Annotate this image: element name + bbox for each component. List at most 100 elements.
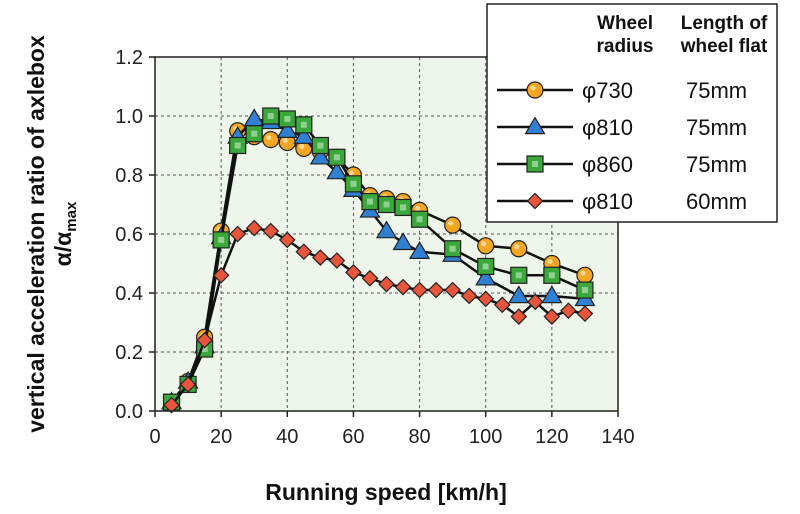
data-point-2-17-highlight <box>482 263 489 270</box>
x-tick-label: 40 <box>276 426 298 448</box>
data-point-3-1 <box>179 376 197 393</box>
data-point-0-15-highlight <box>415 205 421 211</box>
data-point-0-16 <box>444 216 462 234</box>
y-axis-title-line2: α/αmax <box>50 201 80 266</box>
legend-marker-0 <box>526 81 544 99</box>
data-point-3-22 <box>526 293 544 311</box>
y-axis-title-line1: vertical acceleration ratio of axlebox <box>23 35 49 433</box>
data-point-2-12-highlight <box>366 198 373 205</box>
data-point-1-7 <box>276 120 298 138</box>
data-point-0-18-highlight <box>514 244 520 250</box>
x-tick-label: 60 <box>342 426 364 448</box>
data-point-2-3 <box>212 231 230 249</box>
data-point-3-6 <box>262 222 280 240</box>
data-point-0-20-highlight <box>580 270 586 276</box>
legend-row-0: φ730 75mm <box>497 78 747 103</box>
data-point-3-25 <box>576 305 594 322</box>
data-point-1-8 <box>293 125 315 144</box>
data-point-1-14 <box>392 232 414 251</box>
legend-header-radius: Wheel <box>597 13 653 34</box>
legend-marker-2 <box>526 155 544 173</box>
data-point-0-6 <box>262 131 280 149</box>
data-point-3-7 <box>278 231 296 249</box>
x-axis-title: Running speed [km/h] <box>265 479 507 505</box>
y-tick-label: 0.2 <box>115 342 143 364</box>
data-point-2-14-highlight <box>400 204 407 211</box>
data-point-3-16 <box>427 281 445 299</box>
data-point-3-15 <box>411 281 428 299</box>
data-point-2-5 <box>245 125 263 143</box>
data-point-2-9 <box>311 136 329 155</box>
data-point-0-6-highlight <box>266 135 272 141</box>
data-point-1-13 <box>375 220 398 239</box>
legend-radius-1: φ810 <box>582 115 633 140</box>
y-tick-label: 1.0 <box>115 106 143 128</box>
data-point-2-19-highlight <box>548 272 555 279</box>
data-point-2-18 <box>510 266 528 284</box>
y-axis-title: vertical acceleration ratio of axlebox α… <box>23 35 80 433</box>
x-tick-label: 100 <box>469 426 502 448</box>
data-point-1-19 <box>541 285 563 304</box>
x-tick-label: 140 <box>601 426 634 448</box>
data-point-2-10 <box>328 148 346 166</box>
legend-row-1: φ810 75mm <box>497 115 747 140</box>
data-point-2-3-highlight <box>218 236 225 243</box>
data-point-2-15-highlight <box>416 216 423 223</box>
data-point-2-15 <box>410 210 429 228</box>
legend-row-2: φ860 75mm <box>497 152 747 177</box>
data-point-0-11-highlight <box>348 170 354 176</box>
data-point-3-14 <box>394 278 412 296</box>
data-point-0-19-highlight <box>547 259 553 264</box>
data-point-2-19 <box>543 266 561 284</box>
data-point-1-17 <box>475 267 497 286</box>
legend: Wheel radius Length of wheel flat φ730 75… <box>486 3 778 223</box>
data-point-3-17 <box>444 281 461 299</box>
data-point-0-17 <box>477 237 495 255</box>
y-tick-label: 0.8 <box>115 165 143 187</box>
data-point-3-18 <box>460 287 478 305</box>
legend-flat-1: 75mm <box>686 115 747 140</box>
x-tick-label: 120 <box>535 426 568 448</box>
data-point-0-16-highlight <box>448 220 454 226</box>
data-point-2-10-highlight <box>333 154 340 161</box>
legend-radius-3: φ810 <box>582 189 633 214</box>
axis-ticks: 0 20 40 60 80 100 120 140 0.0 0.2 0.4 0.6 0.8 1.0 1.2 <box>115 47 635 448</box>
data-point-0-18 <box>510 240 528 258</box>
data-point-2-4 <box>229 136 247 155</box>
legend-radius-0: φ730 <box>582 78 633 103</box>
legend-marker-3 <box>526 192 544 210</box>
y-tick-label: 1.2 <box>115 47 143 69</box>
data-point-3-2 <box>196 331 213 349</box>
data-point-1-15 <box>409 241 431 259</box>
data-point-2-20-highlight <box>581 287 588 294</box>
data-point-0-20 <box>576 266 594 284</box>
data-point-1-10 <box>326 161 348 180</box>
legend-header-flat: Length of <box>681 13 768 34</box>
data-point-0-7-highlight <box>282 138 288 144</box>
data-point-1-18 <box>508 285 530 304</box>
data-point-2-18-highlight <box>515 272 522 279</box>
data-point-2-8-highlight <box>300 121 307 128</box>
data-point-2-14 <box>394 198 412 217</box>
data-point-2-20 <box>576 281 594 299</box>
legend-marker-2-highlight <box>532 161 538 167</box>
data-point-2-16 <box>444 240 462 258</box>
y-tick-label: 0.4 <box>115 283 143 305</box>
x-tick-label: 20 <box>210 426 232 448</box>
data-point-2-2-highlight <box>201 346 208 353</box>
data-point-3-5 <box>245 219 263 237</box>
data-point-3-8 <box>295 243 313 261</box>
data-point-2-13-highlight <box>383 201 390 208</box>
data-point-0-8-highlight <box>299 143 305 149</box>
y-tick-label: 0.6 <box>115 224 143 246</box>
data-point-2-6-highlight <box>267 113 274 119</box>
data-point-3-19 <box>477 290 495 308</box>
data-point-3-9 <box>312 249 329 266</box>
data-point-3-24 <box>560 302 577 320</box>
legend-row-3: φ810 60mm <box>497 189 747 214</box>
legend-rows: φ730 75mm φ810 75mm φ860 75mm φ810 60mm <box>497 78 747 214</box>
data-point-2-9-highlight <box>317 142 324 149</box>
data-point-3-21 <box>510 308 528 325</box>
data-point-3-12 <box>361 269 379 287</box>
